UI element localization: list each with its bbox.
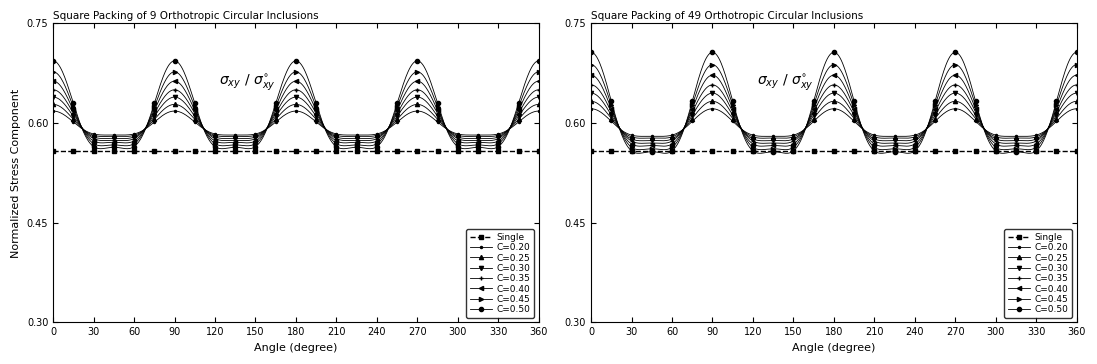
Text: $\sigma_{xy}\ /\ \sigma_{xy}^{\circ}$: $\sigma_{xy}\ /\ \sigma_{xy}^{\circ}$ xyxy=(757,73,814,93)
X-axis label: Angle (degree): Angle (degree) xyxy=(255,343,338,353)
Y-axis label: Normalized Stress Component: Normalized Stress Component xyxy=(11,88,21,257)
X-axis label: Angle (degree): Angle (degree) xyxy=(792,343,875,353)
Text: Square Packing of 49 Orthotropic Circular Inclusions: Square Packing of 49 Orthotropic Circula… xyxy=(591,11,863,21)
Text: $\sigma_{xy}\ /\ \sigma_{xy}^{\circ}$: $\sigma_{xy}\ /\ \sigma_{xy}^{\circ}$ xyxy=(219,73,275,93)
Text: Square Packing of 9 Orthotropic Circular Inclusions: Square Packing of 9 Orthotropic Circular… xyxy=(53,11,319,21)
Legend: Single, C=0.20, C=0.25, C=0.30, C=0.35, C=0.40, C=0.45, C=0.50: Single, C=0.20, C=0.25, C=0.30, C=0.35, … xyxy=(1004,229,1072,318)
Legend: Single, C=0.20, C=0.25, C=0.30, C=0.35, C=0.40, C=0.45, C=0.50: Single, C=0.20, C=0.25, C=0.30, C=0.35, … xyxy=(466,229,534,318)
